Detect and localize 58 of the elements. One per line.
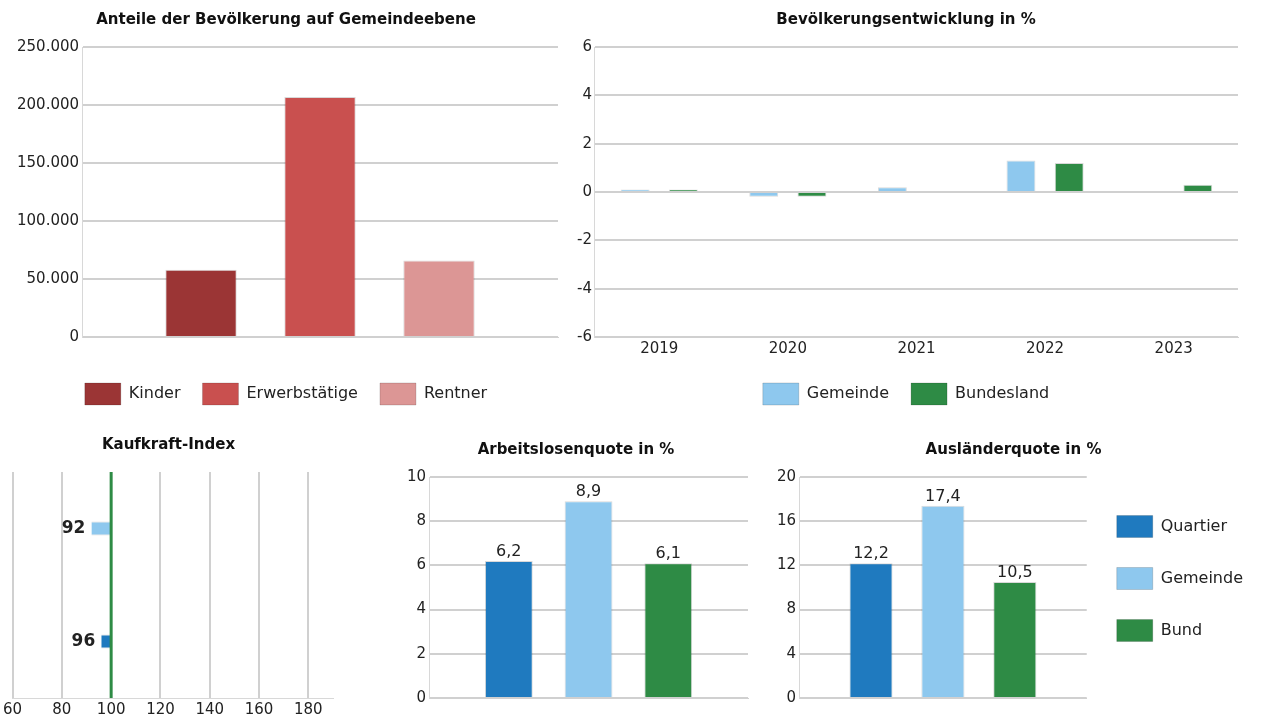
y-tick-label: 2: [416, 643, 427, 662]
y-tick-label: 8: [416, 511, 427, 530]
data-label: 96: [71, 629, 96, 650]
y-tick-label: 20: [776, 466, 797, 485]
y-tick-label: -2: [576, 230, 592, 249]
data-label: 92: [61, 516, 86, 537]
data-label: 6,2: [496, 541, 522, 561]
y-tick-label: 12: [776, 555, 797, 574]
data-label: 6,1: [655, 543, 681, 563]
y-tick-label: 100.000: [17, 210, 80, 229]
data-label: 12,2: [853, 543, 889, 563]
chart-title: Anteile der Bevölkerung auf Gemeindeebene: [96, 9, 476, 28]
y-tick-label: -6: [576, 326, 592, 345]
x-tick-label: 2021: [897, 338, 936, 357]
y-tick-label: 4: [786, 643, 797, 662]
y-tick-label: 0: [786, 687, 797, 706]
chart-title: Bevölkerungsentwicklung in %: [776, 9, 1036, 28]
data-label: 10,5: [997, 562, 1033, 582]
x-tick-label: 180: [294, 699, 323, 718]
x-tick-label: 2023: [1154, 338, 1193, 357]
y-tick-label: 4: [416, 599, 427, 618]
legend-label: Bund: [1160, 619, 1203, 639]
y-tick-label: 2: [582, 133, 592, 152]
y-tick-label: -4: [576, 278, 592, 297]
y-tick-label: 250.000: [17, 36, 80, 55]
x-tick-label: 2022: [1025, 338, 1065, 357]
y-tick-label: 0: [416, 687, 427, 706]
y-tick-label: 4: [582, 85, 592, 104]
y-tick-label: 6: [416, 555, 427, 574]
y-tick-label: 200.000: [17, 94, 80, 113]
y-tick-label: 6: [582, 36, 592, 55]
x-tick-label: 140: [195, 699, 225, 718]
y-tick-label: 10: [406, 466, 427, 485]
x-tick-label: 60: [3, 699, 23, 718]
data-label: 8,9: [575, 481, 602, 501]
legend-label: Bundesland: [955, 383, 1050, 403]
y-tick-label: 0: [69, 326, 80, 345]
y-tick-label: 8: [786, 599, 797, 618]
x-tick-label: 80: [52, 699, 72, 718]
chart-title: Kaufkraft-Index: [101, 434, 236, 453]
legend-label: Gemeinde: [1160, 567, 1244, 587]
x-tick-label: 160: [244, 699, 274, 718]
x-tick-label: 100: [96, 699, 126, 718]
chart-title: Ausländerquote in %: [925, 439, 1102, 458]
data-label: 17,4: [925, 485, 961, 505]
legend-label: Gemeinde: [806, 383, 890, 403]
y-tick-label: 50.000: [26, 268, 80, 287]
legend-label: Quartier: [1160, 515, 1228, 535]
y-tick-label: 16: [776, 511, 797, 530]
x-tick-label: 2019: [640, 338, 679, 357]
chart-title: Arbeitslosenquote in %: [477, 439, 675, 458]
y-tick-label: 0: [582, 181, 592, 200]
x-tick-label: 2020: [768, 338, 807, 357]
legend-label: Rentner: [423, 383, 488, 403]
legend-label: Kinder: [128, 383, 181, 403]
legend-label: Erwerbstätige: [246, 383, 358, 403]
y-tick-label: 150.000: [17, 152, 80, 171]
x-tick-label: 120: [146, 699, 175, 718]
